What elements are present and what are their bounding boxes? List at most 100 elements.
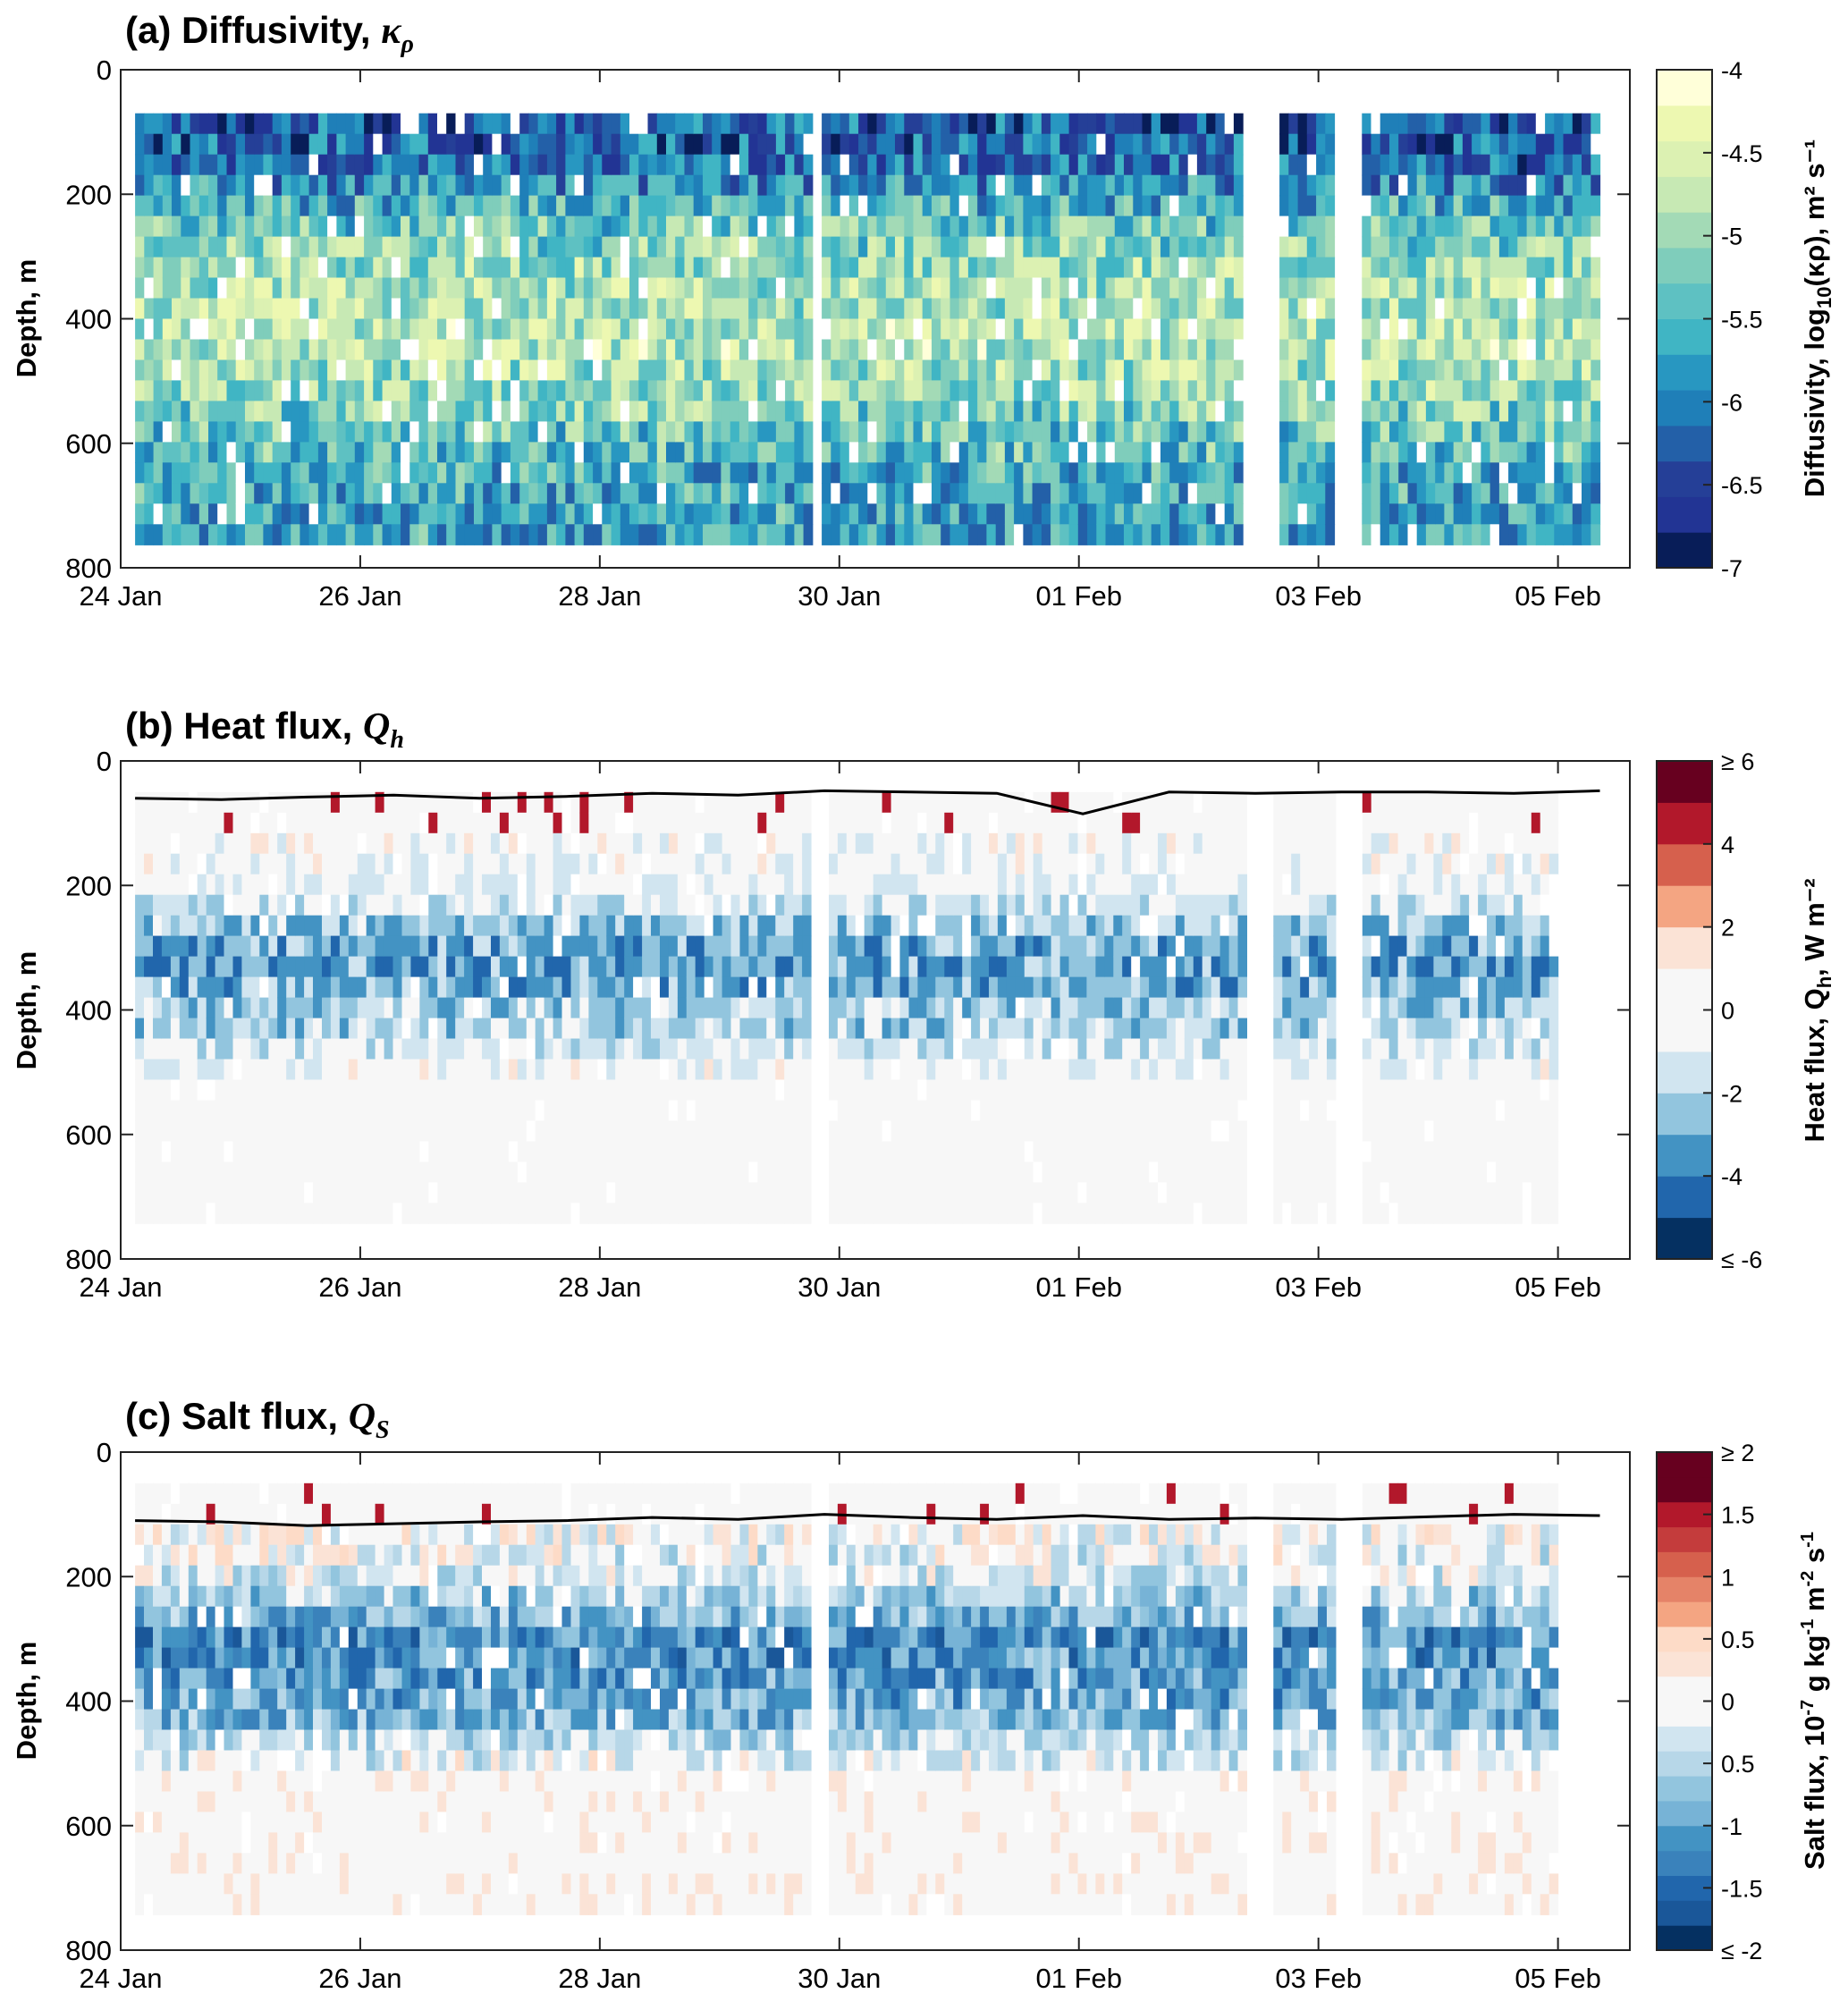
heatmap-cell	[313, 976, 323, 999]
heatmap-cell	[1151, 421, 1161, 443]
heatmap-cell	[1416, 401, 1427, 422]
heatmap-cell	[190, 401, 200, 422]
heatmap-cell	[1371, 524, 1381, 545]
heatmap-cell	[419, 1079, 429, 1102]
heatmap-cell	[803, 421, 814, 443]
heatmap-cell	[153, 174, 164, 197]
heatmap-cell	[1472, 462, 1481, 484]
heatmap-cell	[232, 1079, 242, 1102]
heatmap-cell	[704, 1182, 714, 1204]
heatmap-cell	[620, 462, 630, 484]
heatmap-cell	[949, 277, 960, 300]
heatmap-cell	[588, 915, 598, 937]
heatmap-cell	[794, 257, 805, 279]
heatmap-cell	[1051, 421, 1060, 443]
heatmap-cell	[510, 401, 520, 422]
heatmap-cell	[1051, 503, 1060, 525]
heatmap-cell	[1498, 298, 1509, 320]
heatmap-cell	[1389, 442, 1399, 463]
heatmap-cell	[666, 380, 676, 401]
heatmap-cell	[712, 133, 721, 156]
heatmap-cell	[1425, 359, 1436, 382]
heatmap-cell	[259, 1182, 269, 1204]
heatmap-cell	[418, 421, 429, 443]
heatmap-cell	[1489, 113, 1500, 135]
heatmap-cell	[885, 113, 896, 135]
heatmap-cell	[300, 257, 310, 279]
heatmap-cell	[904, 401, 915, 422]
heatmap-cell	[624, 874, 634, 896]
heatmap-cell	[508, 976, 519, 999]
heatmap-cell	[437, 935, 447, 958]
heatmap-cell	[455, 874, 465, 896]
heatmap-cell	[1196, 339, 1207, 361]
heatmap-cell	[712, 195, 721, 217]
heatmap-cell	[197, 1100, 207, 1122]
heatmap-cell	[546, 421, 557, 443]
heatmap-cell	[660, 1018, 670, 1040]
heatmap-cell	[784, 1203, 794, 1224]
heatmap-cell	[179, 1182, 190, 1204]
heatmap-cell	[241, 894, 251, 917]
heatmap-cell	[684, 133, 695, 156]
heatmap-cell	[528, 380, 539, 401]
heatmap-cell	[172, 503, 181, 525]
heatmap-cell	[873, 1203, 883, 1224]
heatmap-cell	[161, 1182, 172, 1204]
heatmap-cell	[317, 401, 328, 422]
heatmap-cell	[410, 853, 420, 875]
heatmap-cell	[730, 1203, 740, 1224]
heatmap-cell	[172, 257, 181, 279]
heatmap-cell	[382, 524, 392, 545]
heatmap-cell	[867, 462, 878, 484]
heatmap-cell	[553, 1120, 563, 1142]
heatmap-cell	[391, 442, 401, 463]
heatmap-cell	[263, 401, 274, 422]
heatmap-cell	[977, 483, 987, 504]
heatmap-cell	[161, 1203, 172, 1224]
heatmap-cell	[544, 832, 554, 855]
heatmap-cell	[848, 154, 859, 176]
heatmap-cell	[1160, 401, 1170, 422]
heatmap-cell	[785, 359, 795, 382]
heatmap-cell	[1196, 503, 1207, 525]
heatmap-cell	[1105, 298, 1116, 320]
heatmap-cell	[295, 853, 305, 875]
heatmap-cell	[1279, 277, 1289, 300]
heatmap-cell	[633, 915, 643, 937]
heatmap-cell	[1224, 277, 1235, 300]
heatmap-cell	[455, 976, 465, 999]
heatmap-cell	[556, 380, 566, 401]
heatmap-cell	[995, 257, 1006, 279]
heatmap-cell	[1545, 524, 1555, 545]
heatmap-cell	[629, 133, 639, 156]
heatmap-cell	[848, 133, 859, 156]
heatmap-cell	[1051, 133, 1060, 156]
heatmap-cell	[419, 1161, 429, 1183]
heatmap-cell	[1151, 174, 1161, 197]
heatmap-cell	[224, 894, 233, 917]
heatmap-cell	[1224, 462, 1235, 484]
heatmap-cell	[1389, 503, 1399, 525]
heatmap-cell	[345, 236, 356, 258]
heatmap-cell	[1297, 339, 1308, 361]
heatmap-cell	[317, 503, 328, 525]
heatmap-cell	[401, 1018, 411, 1040]
heatmap-cell	[638, 277, 649, 300]
heatmap-cell	[499, 1079, 510, 1102]
heatmap-cell	[867, 503, 878, 525]
heatmap-cell	[1591, 401, 1601, 422]
heatmap-cell	[188, 1161, 198, 1183]
heatmap-cell	[1151, 318, 1161, 341]
heatmap-cell	[561, 997, 571, 1019]
heatmap-cell	[1087, 462, 1097, 484]
heatmap-cell	[913, 401, 924, 422]
heatmap-cell	[281, 359, 291, 382]
heatmap-cell	[579, 1203, 589, 1224]
heatmap-cell	[684, 483, 695, 504]
heatmap-cell	[775, 853, 785, 875]
heatmap-cell	[864, 976, 874, 999]
heatmap-cell	[144, 380, 155, 401]
heatmap-cell	[858, 277, 868, 300]
heatmap-cell	[1526, 277, 1537, 300]
